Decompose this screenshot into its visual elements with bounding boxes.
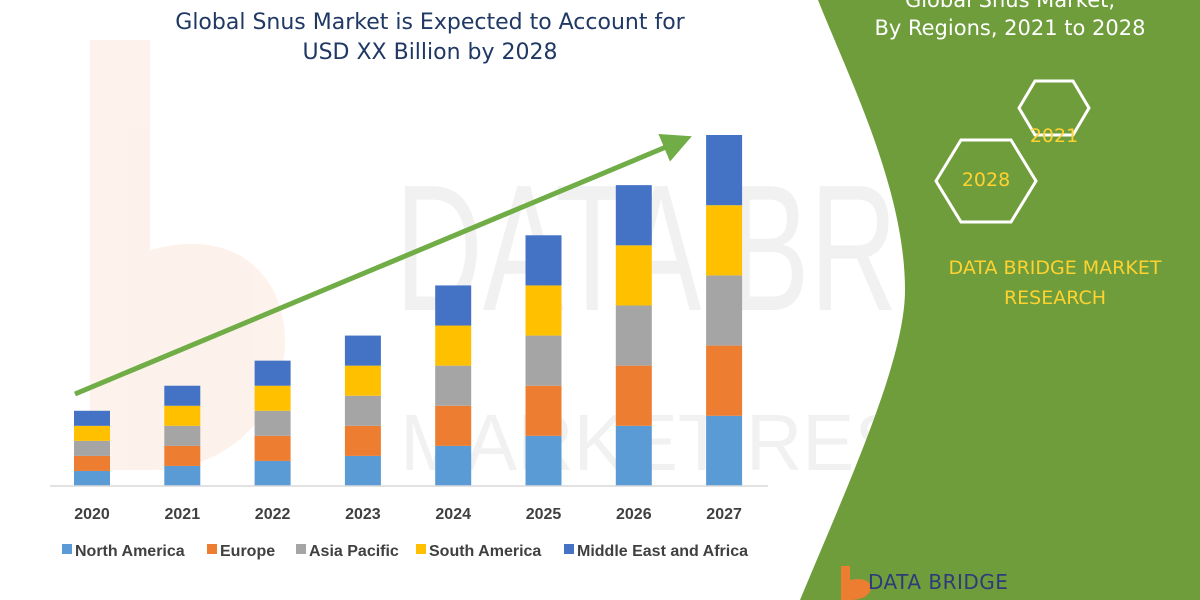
bar-middle-east-and-africa-2024 bbox=[435, 285, 472, 326]
bar-asia-pacific-2023 bbox=[344, 395, 381, 426]
bar-asia-pacific-2020 bbox=[74, 440, 110, 456]
panel-title-line2: By Regions, 2021 to 2028 bbox=[874, 16, 1146, 40]
x-tick-label-2023: 2023 bbox=[345, 506, 381, 523]
bar-middle-east-and-africa-2027 bbox=[706, 135, 743, 206]
bar-europe-2026 bbox=[615, 365, 652, 426]
legend-swatch-south-america bbox=[416, 544, 426, 554]
bar-north-america-2022 bbox=[254, 460, 291, 486]
bar-south-america-2025 bbox=[525, 285, 562, 336]
logo-text: DATA BRIDGE bbox=[868, 570, 1009, 594]
company-name-line2: RESEARCH bbox=[1003, 287, 1107, 309]
bar-europe-2021 bbox=[164, 445, 201, 466]
hexagon-2028-label: 2028 bbox=[961, 169, 1011, 191]
x-tick-label-2024: 2024 bbox=[435, 506, 471, 523]
legend-swatch-asia-pacific bbox=[296, 544, 306, 554]
x-tick-label-2020: 2020 bbox=[74, 506, 110, 523]
bar-asia-pacific-2027 bbox=[706, 275, 743, 346]
bar-north-america-2025 bbox=[525, 435, 562, 486]
bar-middle-east-and-africa-2020 bbox=[74, 410, 110, 426]
bar-europe-2024 bbox=[435, 405, 472, 446]
bar-asia-pacific-2025 bbox=[525, 335, 562, 386]
bar-europe-2023 bbox=[344, 425, 381, 456]
legend-swatch-north-america bbox=[62, 544, 72, 554]
bar-north-america-2021 bbox=[164, 465, 201, 486]
chart-title: Global Snus Market is Expected to Accoun… bbox=[150, 8, 710, 68]
x-tick-label-2027: 2027 bbox=[706, 506, 742, 523]
bar-middle-east-and-africa-2021 bbox=[164, 385, 201, 406]
bar-north-america-2023 bbox=[344, 455, 381, 486]
panel-title: Global Snus Market, By Regions, 2021 to … bbox=[860, 0, 1160, 42]
chart-title-line2: USD XX Billion by 2028 bbox=[302, 40, 558, 65]
bar-asia-pacific-2024 bbox=[435, 365, 472, 406]
bar-south-america-2022 bbox=[254, 385, 291, 411]
chart-title-line1: Global Snus Market is Expected to Accoun… bbox=[175, 10, 685, 35]
bar-south-america-2026 bbox=[615, 245, 652, 306]
x-tick-label-2021: 2021 bbox=[165, 506, 201, 523]
bar-asia-pacific-2026 bbox=[615, 305, 652, 366]
bar-north-america-2024 bbox=[435, 445, 472, 486]
legend-label-asia-pacific: Asia Pacific bbox=[309, 543, 399, 560]
bar-middle-east-and-africa-2023 bbox=[344, 335, 381, 366]
bar-north-america-2026 bbox=[615, 425, 652, 486]
legend-label-south-america: South America bbox=[429, 543, 541, 560]
legend-swatch-middle-east-and-africa bbox=[564, 544, 574, 554]
bar-south-america-2023 bbox=[344, 365, 381, 396]
bar-south-america-2024 bbox=[435, 325, 472, 366]
legend-label-middle-east-and-africa: Middle East and Africa bbox=[577, 543, 748, 560]
x-tick-label-2025: 2025 bbox=[526, 506, 562, 523]
bar-south-america-2021 bbox=[164, 405, 201, 426]
bar-europe-2022 bbox=[254, 435, 291, 461]
legend-label-north-america: North America bbox=[75, 543, 185, 560]
bar-europe-2020 bbox=[74, 455, 110, 471]
bar-europe-2025 bbox=[525, 385, 562, 436]
bar-south-america-2027 bbox=[706, 205, 743, 276]
trend-arrow bbox=[74, 133, 692, 397]
bar-middle-east-and-africa-2025 bbox=[525, 235, 562, 286]
bar-middle-east-and-africa-2026 bbox=[615, 185, 652, 246]
panel-title-line1: Global Snus Market, bbox=[904, 0, 1116, 12]
bar-europe-2027 bbox=[706, 345, 743, 416]
stacked-bar-chart: 2020 2021 2022 2023 2024 2025 2026 2027 North A… bbox=[50, 133, 768, 560]
bar-asia-pacific-2021 bbox=[164, 425, 201, 446]
company-name: DATA BRIDGE MARKET RESEARCH bbox=[900, 253, 1200, 313]
legend-swatch-europe bbox=[207, 544, 217, 554]
company-name-line1: DATA BRIDGE MARKET bbox=[948, 257, 1162, 279]
hexagon-2021-label: 2021 bbox=[1029, 125, 1079, 147]
bar-middle-east-and-africa-2022 bbox=[254, 360, 291, 386]
bar-asia-pacific-2022 bbox=[254, 410, 291, 436]
x-tick-label-2022: 2022 bbox=[255, 506, 291, 523]
x-tick-label-2026: 2026 bbox=[616, 506, 652, 523]
bar-north-america-2020 bbox=[74, 470, 110, 486]
legend-label-europe: Europe bbox=[220, 543, 275, 560]
bar-north-america-2027 bbox=[706, 415, 743, 486]
bar-south-america-2020 bbox=[74, 425, 110, 441]
